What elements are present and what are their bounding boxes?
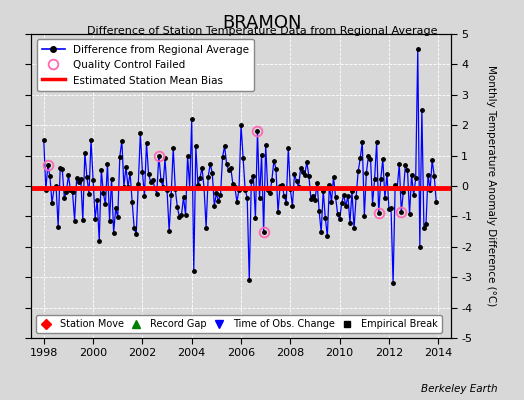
Y-axis label: Monthly Temperature Anomaly Difference (°C): Monthly Temperature Anomaly Difference (… [486, 65, 496, 307]
Text: BRAMON: BRAMON [222, 14, 302, 32]
Legend: Station Move, Record Gap, Time of Obs. Change, Empirical Break: Station Move, Record Gap, Time of Obs. C… [36, 315, 442, 333]
Text: Berkeley Earth: Berkeley Earth [421, 384, 498, 394]
Text: Difference of Station Temperature Data from Regional Average: Difference of Station Temperature Data f… [87, 26, 437, 36]
